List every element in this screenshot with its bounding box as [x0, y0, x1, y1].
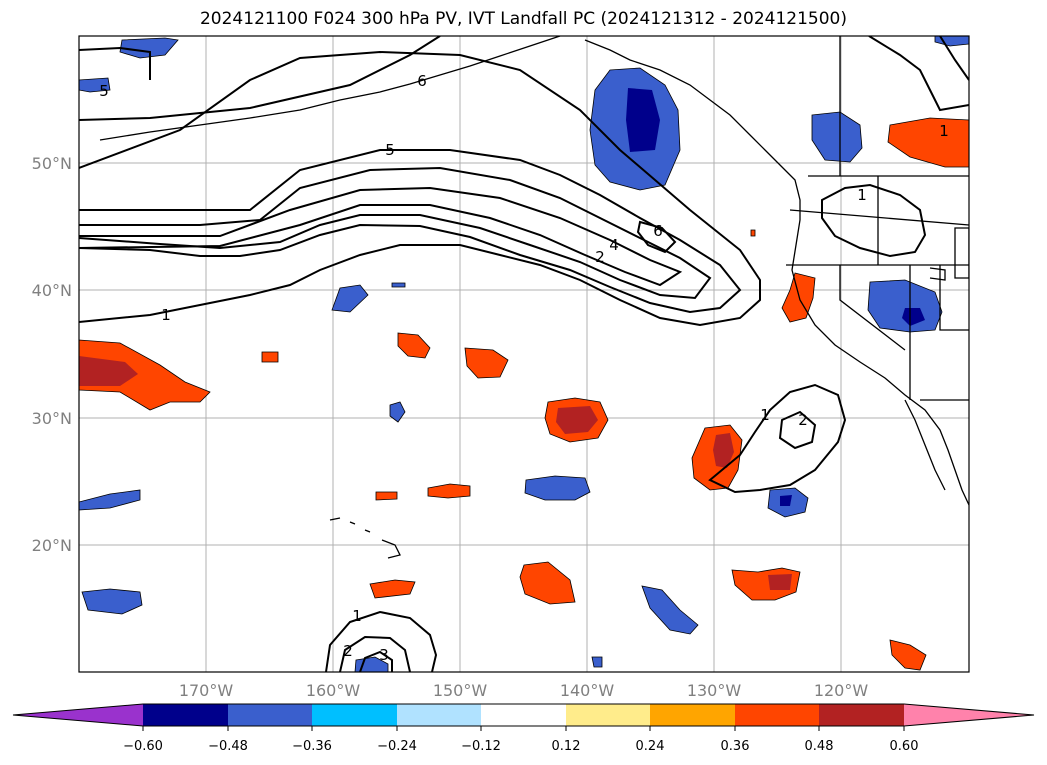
- colorbar-tick: −0.12: [461, 739, 501, 754]
- lat-label: 40°N: [32, 281, 72, 300]
- gridlines: [79, 36, 969, 672]
- lat-label: 20°N: [32, 536, 72, 555]
- lon-label: 140°W: [560, 681, 615, 700]
- pv-contours: [79, 36, 969, 672]
- lat-labels: 50°N 40°N 30°N 20°N: [32, 154, 72, 555]
- lon-label: 170°W: [179, 681, 234, 700]
- contour-label: 2: [595, 248, 605, 266]
- colorbar-tick: −0.60: [123, 739, 163, 754]
- colorbar-seg-10: [904, 704, 1034, 726]
- lat-label: 30°N: [32, 409, 72, 428]
- contour-label: 2: [343, 642, 353, 660]
- lon-labels: 170°W 160°W 150°W 140°W 130°W 120°W: [179, 681, 869, 700]
- lon-label: 130°W: [687, 681, 742, 700]
- colorbar-tick: −0.36: [292, 739, 332, 754]
- colorbar-seg-3: [312, 704, 397, 726]
- colorbar: −0.60 −0.48 −0.36 −0.24 −0.12 0.12 0.24 …: [12, 703, 1035, 754]
- colorbar-seg-9: [819, 704, 904, 726]
- contour-label: 1: [161, 306, 171, 324]
- colorbar-seg-2: [228, 704, 312, 726]
- colorbar-seg-1: [143, 704, 228, 726]
- map-border: [78, 35, 970, 673]
- lon-label: 120°W: [814, 681, 869, 700]
- colorbar-tick: 0.36: [721, 739, 750, 754]
- colorbar-tick: −0.24: [377, 739, 417, 754]
- colorbar-tick: −0.48: [208, 739, 248, 754]
- contour-label: 6: [417, 72, 427, 90]
- colorbar-tick: 0.48: [805, 739, 834, 754]
- colorbar-tick: 0.24: [636, 739, 665, 754]
- contour-label: 3: [379, 646, 389, 664]
- contour-label: 4: [609, 236, 619, 254]
- contour-label: 1: [352, 607, 362, 625]
- contour-label: 5: [385, 141, 395, 159]
- contour-labels: 5 6 5 1 6 4 2 1 1 2 1 2 3 1: [99, 72, 949, 664]
- colorbar-seg-7: [650, 704, 735, 726]
- contour-label: 5: [99, 82, 109, 100]
- contour-label: 1: [760, 406, 770, 424]
- contour-label: 1: [857, 186, 867, 204]
- contour-label: 1: [939, 122, 949, 140]
- coastlines: [99, 36, 969, 559]
- colorbar-seg-0: [13, 704, 143, 726]
- lon-label: 160°W: [306, 681, 361, 700]
- lon-label: 150°W: [433, 681, 488, 700]
- colorbar-seg-4: [397, 704, 481, 726]
- colorbar-seg-6: [566, 704, 650, 726]
- negative-anomaly-shading: [79, 36, 969, 672]
- colorbar-seg-5: [481, 704, 566, 726]
- colorbar-tick: 0.60: [890, 739, 919, 754]
- map-title: 2024121100 F024 300 hPa PV, IVT Landfall…: [199, 9, 847, 29]
- colorbar-tick: 0.12: [552, 739, 581, 754]
- contour-label: 2: [798, 411, 808, 429]
- colorbar-seg-8: [735, 704, 819, 726]
- contour-label: 6: [653, 222, 663, 240]
- positive-anomaly-shading: [79, 117, 969, 671]
- lat-label: 50°N: [32, 154, 72, 173]
